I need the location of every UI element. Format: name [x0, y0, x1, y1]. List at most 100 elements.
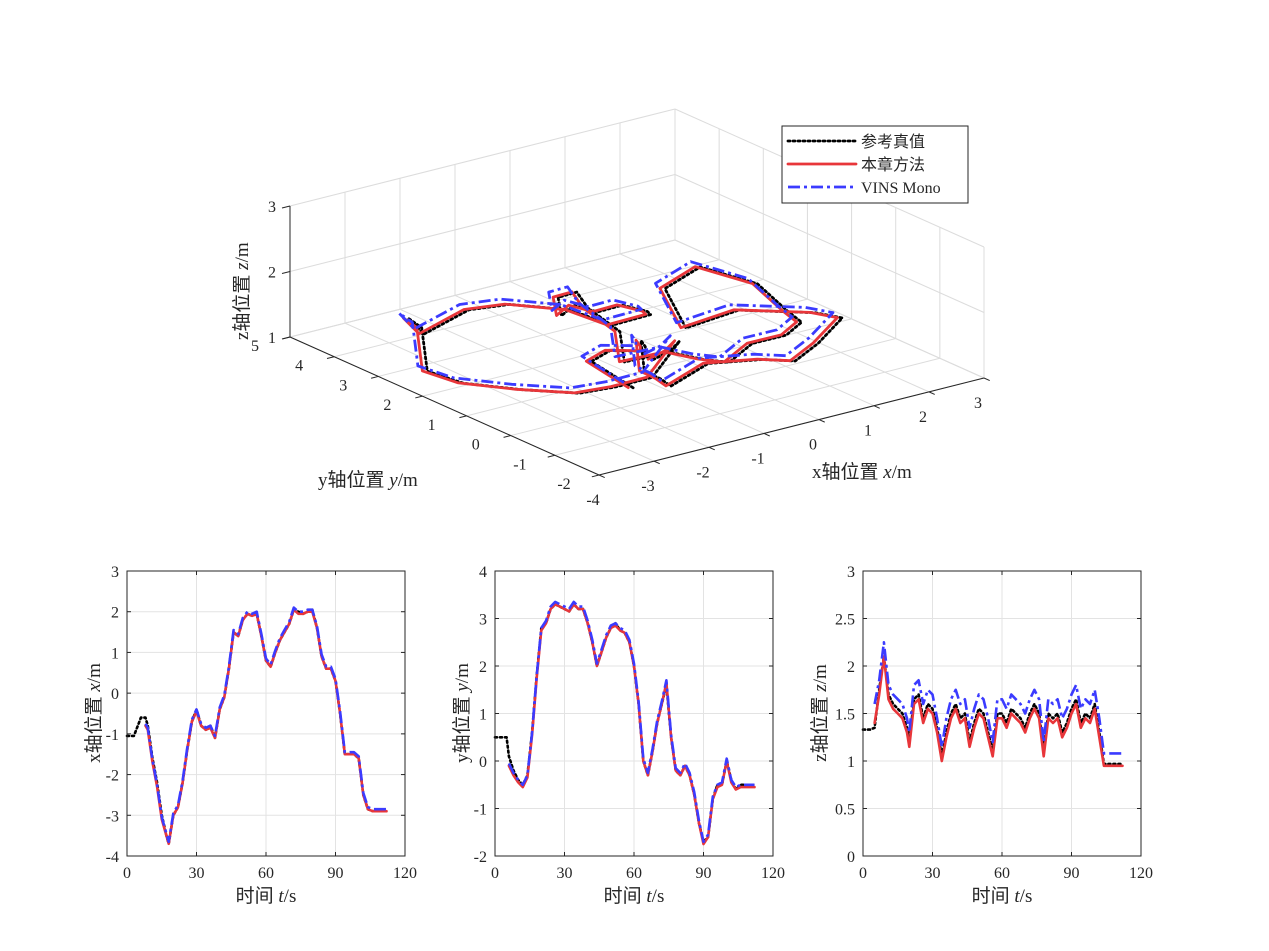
x-tick-label: 90 — [1064, 865, 1080, 882]
z-tick — [281, 271, 291, 274]
grid-floor-x — [454, 294, 765, 434]
x-tick — [708, 446, 715, 451]
y-tick — [415, 395, 423, 399]
y-tick-label: 0 — [847, 849, 855, 866]
x-tick-label: 30 — [557, 865, 573, 882]
y-tick-label: 1 — [847, 754, 855, 771]
x-tick-label: 0 — [859, 865, 867, 882]
series-line-2 — [873, 641, 1123, 755]
y-tick — [371, 375, 379, 379]
y-tick-label: 2 — [847, 659, 855, 676]
y-tick-label: -2 — [557, 476, 570, 493]
y-tick-label: 2 — [111, 605, 119, 622]
x-tick-label: -3 — [641, 478, 654, 495]
y-tick-label: -1 — [474, 802, 487, 819]
y-tick-label: -2 — [106, 768, 119, 785]
plot3d-grid — [289, 108, 985, 476]
z-tick — [281, 336, 291, 340]
x-tick-label: 120 — [393, 865, 417, 882]
grid-floor-x — [619, 253, 930, 393]
y-tick-label: 1 — [479, 707, 487, 724]
x-tick-label: 0 — [123, 865, 131, 882]
x-tick-label: -4 — [586, 492, 599, 509]
x-tick-label: 120 — [761, 865, 785, 882]
legend-label-vins: VINS Mono — [861, 180, 941, 197]
y-tick-label: 3 — [111, 564, 119, 581]
x-tick-label: 120 — [1129, 865, 1153, 882]
y-tick-label: -4 — [106, 849, 119, 866]
x-tick-label: 0 — [809, 437, 817, 454]
x-tick-label: 1 — [864, 423, 872, 440]
x-tick-label: 0 — [491, 865, 499, 882]
z-tick-label: 2 — [268, 265, 276, 282]
series-line-2 — [144, 606, 387, 844]
x-tick-label: 3 — [974, 395, 982, 412]
x-tick-label: -2 — [696, 464, 709, 481]
y-position-subplot: 时间 t/s y轴位置 y/m 0 30 60 90 120 -2 -1 0 1 2 3 4 — [451, 564, 785, 907]
grid-floor-y — [554, 357, 940, 456]
grid-backwall-z — [289, 108, 676, 207]
plot3d-trajectories — [397, 260, 844, 395]
grid-floor-x — [344, 322, 655, 462]
x-axis-line — [598, 377, 985, 476]
grid-floor-y — [334, 259, 720, 358]
x-tick-label: 30 — [925, 865, 941, 882]
sub2-ylabel: y轴位置 y/m — [451, 663, 473, 763]
trajectory-2 — [397, 260, 835, 390]
y-tick — [547, 454, 555, 458]
y-tick-label: -1 — [106, 727, 119, 744]
series-line-1 — [873, 655, 1124, 768]
x-tick-label: 90 — [696, 865, 712, 882]
y-tick-label: 3 — [847, 564, 855, 581]
z-tick-label: 1 — [268, 330, 276, 347]
y-tick-label: 3 — [339, 377, 347, 394]
y-tick-label: 5 — [251, 338, 259, 355]
y-tick-label: 0 — [479, 754, 487, 771]
legend-label-proposed: 本章方法 — [861, 156, 925, 174]
x-tick-label: 90 — [328, 865, 344, 882]
y-tick — [326, 356, 335, 360]
y-tick — [591, 474, 600, 478]
y-tick-label: 0.5 — [835, 802, 855, 819]
y-tick-label: 0 — [111, 686, 119, 703]
y-tick-label: 0 — [472, 437, 480, 454]
y-tick-label: 4 — [295, 358, 303, 375]
y-tick-label: -1 — [513, 456, 526, 473]
x-tick — [983, 377, 990, 382]
sub1-xlabel: 时间 t/s — [236, 885, 297, 907]
x-tick-label: 2 — [919, 409, 927, 426]
plot3d-xlabel: x轴位置 x/m — [812, 461, 912, 483]
x-tick — [818, 419, 825, 423]
grid-backwall-z — [289, 174, 676, 272]
y-tick-label: 1 — [428, 417, 436, 434]
grid-sidewall-z — [674, 174, 985, 313]
grid-floor-x — [399, 308, 710, 448]
y-tick-label: 2 — [479, 659, 487, 676]
y-tick-label: 4 — [479, 564, 487, 581]
x-tick — [873, 405, 880, 409]
z-tick — [281, 205, 291, 209]
x-tick — [763, 432, 770, 437]
y-tick-label: -2 — [474, 849, 487, 866]
grid-floor-y — [378, 278, 764, 377]
plot3d-ylabel: y轴位置 y/m — [318, 469, 418, 491]
y-tick-label: 2.5 — [835, 612, 855, 629]
sub1-ylabel: x轴位置 x/m — [83, 663, 105, 763]
z-tick-label: 3 — [268, 199, 276, 216]
grid-floor-x — [564, 267, 875, 407]
y-tick-label: -3 — [106, 808, 119, 825]
sub2-xlabel: 时间 t/s — [604, 885, 665, 907]
y-tick-label: 1.5 — [835, 707, 855, 724]
x-position-subplot: 时间 t/s x轴位置 x/m 0 30 60 90 120 -4 -3 -2 -1 0 1 2 3 — [83, 564, 417, 907]
x-tick — [653, 460, 660, 465]
x-tick-label: 30 — [189, 865, 205, 882]
y-tick-label: 2 — [383, 397, 391, 414]
grid-backwall-z — [289, 239, 676, 338]
y-tick-label: 3 — [479, 612, 487, 629]
x-tick-label: 60 — [626, 865, 642, 882]
sub3-ylabel: z轴位置 z/m — [809, 664, 831, 762]
y-axis-line — [289, 336, 600, 476]
series-line-0 — [125, 608, 388, 846]
